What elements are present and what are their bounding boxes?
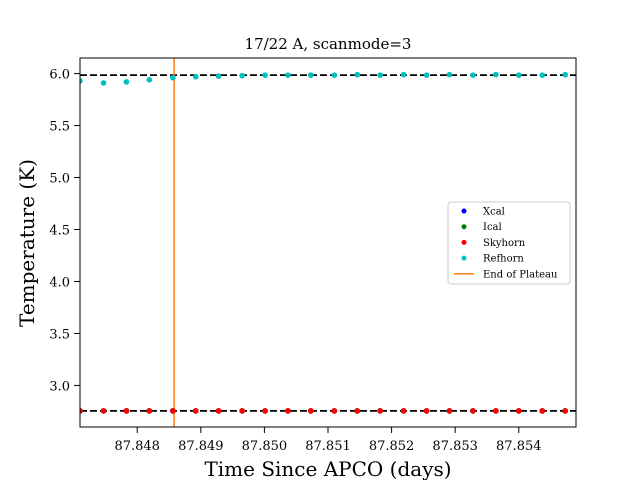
chart-title: 17/22 A, scanmode=3 [245, 35, 412, 53]
refhorn-point [400, 71, 407, 78]
refhorn-point [354, 71, 361, 78]
refhorn-point [80, 78, 83, 84]
axes: 87.848 87.849 87.850 87.851 87.852 87.853 87.8… [49, 57, 577, 454]
refhorn-point [493, 71, 499, 78]
refhorn-point [146, 77, 153, 83]
refhorn-point [377, 72, 383, 78]
legend-label-xcal: Xcal [483, 207, 505, 218]
skyhorn-point [331, 408, 338, 414]
x-tick-label: 87.848 [114, 439, 160, 454]
legend-label-ical: Ical [483, 222, 502, 233]
y-tick-label: 5.0 [49, 172, 70, 187]
skyhorn-point [539, 408, 546, 414]
skyhorn-point [123, 408, 130, 414]
skyhorn-point [239, 408, 245, 414]
refhorn-point [123, 79, 130, 85]
refhorn-point [170, 74, 176, 81]
y-tick-label: 3.5 [49, 327, 70, 342]
data-points [80, 71, 568, 414]
legend-marker-xcal [461, 208, 467, 214]
refhorn-point [192, 73, 199, 80]
x-tick-label: 87.854 [496, 439, 542, 454]
refhorn-point [470, 72, 476, 78]
skyhorn-point [80, 408, 83, 414]
y-tick-label: 4.0 [49, 275, 70, 290]
skyhorn-point [562, 408, 568, 414]
refhorn-point [285, 72, 291, 78]
refhorn-point [562, 71, 568, 78]
legend-marker-skyhorn [461, 239, 467, 245]
skyhorn-point [262, 408, 268, 414]
legend-marker-ical [461, 224, 467, 230]
skyhorn-point [100, 408, 107, 414]
skyhorn-point [493, 408, 499, 414]
refhorn-point [331, 72, 338, 78]
skyhorn-point [192, 408, 199, 414]
refhorn-point [100, 80, 107, 86]
y-tick-label: 5.5 [49, 120, 70, 135]
refhorn-point [423, 72, 430, 78]
skyhorn-point [423, 408, 430, 414]
skyhorn-point [146, 408, 153, 414]
skyhorn-point [215, 408, 222, 414]
skyhorn-point [400, 408, 407, 414]
legend-marker-refhorn [461, 255, 467, 261]
y-axis-label: Temperature (K) [15, 159, 39, 327]
skyhorn-point [170, 408, 176, 414]
legend: Xcal Ical Skyhorn Refhorn End of Plateau [447, 201, 571, 285]
skyhorn-point [515, 408, 522, 414]
refhorn-point [215, 73, 222, 79]
skyhorn-point [470, 408, 476, 414]
y-tick-label: 4.5 [49, 224, 70, 239]
x-tick-label: 87.851 [305, 439, 351, 454]
refhorn-point [446, 71, 453, 78]
x-tick-label: 87.852 [369, 439, 415, 454]
refhorn-point [308, 72, 314, 78]
y-tick-label: 6.0 [49, 68, 70, 83]
skyhorn-point [308, 408, 314, 414]
refhorn-point [239, 72, 245, 79]
skyhorn-point [446, 408, 453, 414]
refhorn-point [262, 72, 268, 78]
y-tick-label: 3.0 [49, 379, 70, 394]
skyhorn-point [354, 408, 361, 414]
legend-label-end-of-plateau: End of Plateau [483, 269, 558, 280]
refhorn-point [515, 72, 522, 78]
legend-label-refhorn: Refhorn [483, 254, 524, 265]
legend-label-skyhorn: Skyhorn [483, 238, 526, 249]
x-tick-label: 87.853 [432, 439, 478, 454]
skyhorn-point [377, 408, 383, 414]
x-tick-label: 87.850 [242, 439, 288, 454]
refhorn-point [539, 72, 546, 78]
skyhorn-point [285, 408, 291, 414]
x-axis-label: Time Since APCO (days) [204, 457, 451, 480]
x-tick-label: 87.849 [178, 439, 224, 454]
legend-frame [447, 201, 571, 285]
